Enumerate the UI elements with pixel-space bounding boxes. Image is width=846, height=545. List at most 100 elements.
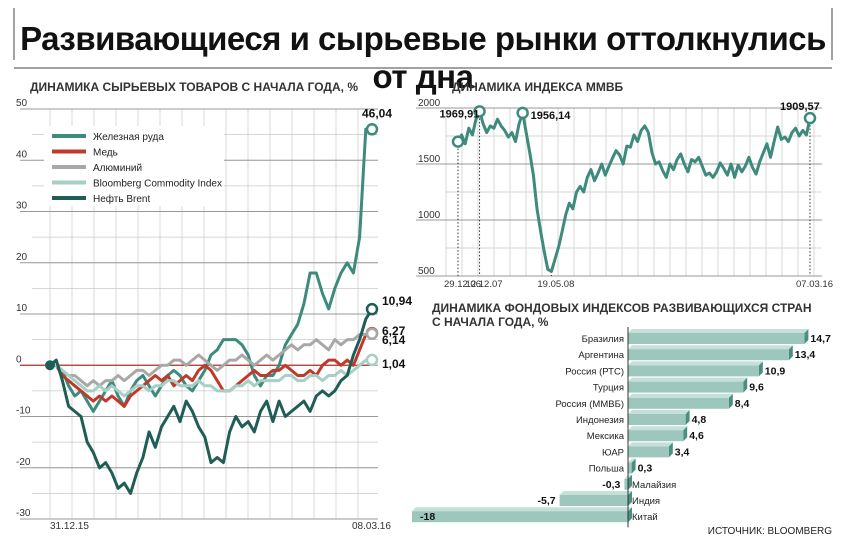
y-tick-label: 20 bbox=[16, 252, 28, 263]
bar-top bbox=[628, 426, 688, 431]
series-end-label: 6,14 bbox=[382, 333, 406, 347]
bar-row: Китай -18 bbox=[412, 507, 658, 523]
bar bbox=[628, 349, 789, 361]
category-label: Бразилия bbox=[582, 334, 624, 345]
category-label: Аргентина bbox=[578, 350, 624, 361]
category-label: Китай bbox=[632, 512, 658, 523]
start-point bbox=[45, 360, 55, 371]
legend-label: Нефть Brent bbox=[93, 193, 150, 205]
value-label: 0,3 bbox=[638, 463, 653, 475]
x-tick-label: 07.03.16 bbox=[796, 279, 833, 290]
y-tick-label: 500 bbox=[418, 266, 435, 277]
series-end-marker bbox=[365, 353, 379, 367]
micex-annotation-label: 1969,91 bbox=[440, 108, 480, 120]
x-tick-label: 08.03.16 bbox=[352, 521, 391, 532]
micex-annotation-label: 1956,14 bbox=[531, 110, 572, 122]
bar-row: Россия (ММВБ) 8,4 bbox=[555, 393, 750, 410]
series-line bbox=[49, 308, 374, 495]
bar-top bbox=[628, 361, 763, 366]
x-tick-label: 31.12.15 bbox=[50, 521, 89, 532]
bar-top bbox=[628, 329, 809, 333]
bar-top bbox=[412, 507, 632, 512]
y-tick-label: 50 bbox=[16, 98, 28, 109]
x-tick-label: 19.05.08 bbox=[537, 279, 574, 290]
bar-top bbox=[628, 458, 636, 463]
y-tick-label: 30 bbox=[16, 201, 28, 212]
category-label: Россия (ММВБ) bbox=[555, 399, 624, 410]
y-tick-label: 10 bbox=[16, 303, 28, 314]
series-line bbox=[50, 331, 373, 408]
bar bbox=[628, 381, 744, 393]
category-label: Польша bbox=[589, 464, 625, 475]
bar bbox=[628, 446, 669, 458]
bar-top bbox=[628, 345, 793, 350]
value-label: 13,4 bbox=[795, 349, 816, 361]
bar bbox=[628, 414, 686, 425]
commodities-chart-title: ДИНАМИКА СЫРЬЕВЫХ ТОВАРОВ С НАЧАЛА ГОДА,… bbox=[30, 80, 358, 94]
y-tick-label: 2000 bbox=[418, 98, 441, 109]
bar-top bbox=[628, 410, 690, 414]
y-tick-label: 0 bbox=[16, 354, 22, 365]
value-label: 4,6 bbox=[689, 430, 704, 442]
bar-top bbox=[628, 442, 673, 447]
micex-annotation-marker bbox=[803, 111, 817, 125]
bar-row: ЮАР 3,4 bbox=[602, 442, 690, 458]
value-label: 8,4 bbox=[735, 398, 750, 410]
bar-row: Мексика 4,6 bbox=[587, 426, 704, 442]
category-label: Индия bbox=[632, 496, 660, 507]
em-chart-title-line1: ДИНАМИКА ФОНДОВЫХ ИНДЕКСОВ РАЗВИВАЮЩИХСЯ… bbox=[432, 301, 812, 315]
series-end-marker bbox=[365, 327, 379, 341]
micex-line bbox=[456, 109, 812, 273]
legend-label: Алюминий bbox=[93, 163, 142, 174]
series-line bbox=[50, 358, 373, 398]
legend-label: Железная руда bbox=[93, 132, 164, 143]
em-indexes-chart: Бразилия 14,7 Аргентина 13,4 Россия (РТС) 10,… bbox=[412, 327, 831, 528]
value-label: -18 bbox=[420, 511, 435, 523]
y-tick-label: -10 bbox=[16, 406, 31, 417]
bar-row: Аргентина 13,4 bbox=[578, 345, 815, 361]
series-end-label: 10,94 bbox=[382, 294, 412, 308]
bar bbox=[628, 430, 684, 442]
value-label: 10,9 bbox=[765, 365, 786, 377]
bar-row: Индонезия 4,8 bbox=[576, 410, 706, 426]
bar-top bbox=[559, 491, 632, 495]
bar-top bbox=[628, 393, 733, 398]
em-chart-title-line2: С НАЧАЛА ГОДА, % bbox=[432, 315, 549, 329]
legend-label: Bloomberg Commodity Index bbox=[93, 179, 222, 190]
bar-row: Польша 0,3 bbox=[589, 458, 653, 475]
category-label: Турция bbox=[593, 383, 624, 394]
micex-chart-title: ДИНАМИКА ИНДЕКСА ММВБ bbox=[452, 80, 623, 94]
legend-label: Медь bbox=[93, 148, 118, 159]
series-end-marker bbox=[365, 123, 379, 136]
bar bbox=[628, 333, 805, 344]
legend: Железная руда Медь Алюминий Bloomberg Commo… bbox=[44, 126, 224, 206]
bar-row: Турция 9,6 bbox=[593, 377, 764, 394]
series-end-label: 6,27 bbox=[382, 324, 406, 338]
bar-row: Россия (РТС) 10,9 bbox=[565, 361, 785, 377]
micex-annotation-label: 1909,57 bbox=[780, 101, 820, 113]
bar-row: Малайзия -0,3 bbox=[602, 474, 676, 491]
category-label: ЮАР bbox=[602, 447, 624, 458]
category-label: Малайзия bbox=[632, 480, 676, 491]
y-tick-label: 40 bbox=[16, 149, 28, 160]
category-label: Индонезия bbox=[576, 415, 624, 426]
category-label: Россия (РТС) bbox=[565, 366, 624, 377]
value-label: 9,6 bbox=[749, 382, 764, 394]
commodities-chart: -30 -20 -10 0 10 20 30 40 50 31.12.15 08.03.16 46,0… bbox=[16, 98, 412, 532]
y-tick-label: -20 bbox=[16, 457, 31, 468]
y-tick-label: 1500 bbox=[418, 154, 441, 165]
value-label: 3,4 bbox=[675, 446, 690, 458]
category-label: Мексика bbox=[587, 431, 625, 442]
series-line bbox=[50, 127, 372, 413]
source-note: ИСТОЧНИК: BLOOMBERG bbox=[707, 526, 832, 537]
bar bbox=[628, 397, 729, 409]
bar bbox=[624, 478, 628, 490]
series-end-marker bbox=[365, 302, 379, 316]
y-tick-label: -30 bbox=[16, 508, 31, 519]
x-tick-label: 29.12.06 bbox=[444, 279, 481, 290]
bar bbox=[559, 495, 628, 506]
micex-annotation-marker bbox=[473, 105, 486, 118]
